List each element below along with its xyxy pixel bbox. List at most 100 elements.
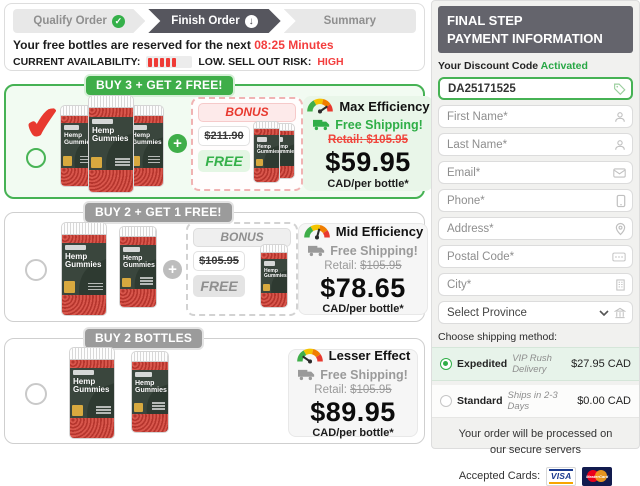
shipping-name: Standard — [457, 395, 503, 408]
building-icon — [615, 279, 626, 291]
risk-text: LOW. SELL OUT RISK: — [198, 56, 312, 68]
offer-radio-unselected[interactable] — [17, 363, 59, 423]
countdown-timer: 08:25 Minutes — [254, 38, 334, 52]
reservation-timer-line: Your free bottles are reserved for the n… — [13, 38, 416, 52]
radio-circle — [25, 259, 47, 281]
product-image-3-bottles: Hemp Gummies Hemp Gummies Hemp Gummies — [60, 93, 164, 195]
final-step-title: FINAL STEP — [447, 13, 523, 28]
offer-price-panel: Mid Efficiency Free Shipping! Retail: $1… — [298, 223, 428, 315]
shipping-detail: VIP Rush Delivery — [512, 353, 552, 376]
accepted-cards-row: Accepted Cards: VISA MasterCard — [438, 466, 633, 486]
city-input[interactable] — [438, 273, 633, 297]
step-label: Finish Order — [171, 15, 240, 27]
tier-label: Max Efficiency — [339, 98, 430, 114]
radio-unselected — [440, 395, 452, 408]
truck-icon — [313, 120, 330, 131]
envelope-icon — [613, 167, 626, 178]
availability-line: CURRENT AVAILABILITY: LOW. SELL OUT RISK… — [13, 56, 416, 68]
bonus-product-image-2-bottles: Hemp Gummies Hemp Gummies — [253, 120, 296, 185]
free-shipping-label: Free Shipping! — [320, 367, 408, 382]
phone-input[interactable] — [438, 189, 633, 213]
first-name-input[interactable] — [438, 105, 633, 129]
step-summary[interactable]: Summary — [283, 9, 416, 33]
offer-price: $78.65 — [320, 272, 406, 303]
bonus-title: BONUS — [198, 102, 296, 122]
province-select-value: Select Province — [447, 306, 527, 319]
radio-circle — [26, 147, 46, 168]
payment-info-title: PAYMENT INFORMATION — [447, 30, 603, 46]
address-field — [438, 217, 633, 241]
bonus-title: BONUS — [193, 228, 291, 247]
shipping-name: Expedited — [457, 358, 508, 371]
price-unit: CAD/per bottle* — [327, 177, 409, 190]
reserve-text: Your free bottles are reserved for the n… — [13, 38, 251, 52]
offer-badge: BUY 2 + GET 1 FREE! — [85, 203, 232, 222]
truck-icon — [298, 369, 315, 380]
bonus-free-label: FREE — [193, 275, 245, 297]
discount-code-label: Your Discount Code Activated — [438, 60, 588, 73]
accepted-cards-label: Accepted Cards: — [458, 470, 541, 483]
shipping-method-title: Choose shipping method: — [438, 331, 558, 344]
shipping-option-standard[interactable]: Standard Ships in 2-3 Days $0.00 CAD — [432, 385, 639, 419]
retail-price-line: Retail: $105.95 — [314, 383, 392, 396]
offer-radio-unselected[interactable] — [17, 239, 59, 299]
shipping-detail: Ships in 2-3 Days — [507, 390, 558, 413]
red-check-icon: ✔ — [21, 96, 64, 150]
address-input[interactable] — [438, 217, 633, 241]
availability-label: CURRENT AVAILABILITY: — [13, 56, 141, 68]
bonus-product-image-1-bottle: Hemp Gummies — [248, 244, 291, 310]
tier-label: Mid Efficiency — [335, 224, 424, 240]
arrow-down-circle-icon: ↓ — [245, 15, 258, 28]
bonus-old-price: $105.95 — [193, 251, 245, 271]
product-image-2-bottles: Hemp Gummies Hemp Gummies — [59, 220, 159, 318]
offer-price: $89.95 — [310, 396, 396, 427]
step-label: Qualify Order — [33, 15, 107, 27]
offer-price-panel: Lesser Effect Free Shipping! Retail: $10… — [288, 348, 418, 439]
offer-buy2-bottles[interactable]: BUY 2 BOTTLES Hemp Gummies Hemp Gummies — [4, 329, 425, 444]
plus-icon: + — [168, 134, 187, 153]
shipping-option-expedited[interactable]: Expedited VIP Rush Delivery $27.95 CAD — [432, 347, 639, 382]
shipping-price: $27.95 CAD — [571, 358, 631, 371]
bonus-free-label: FREE — [198, 149, 250, 172]
province-select[interactable]: Select Province — [438, 301, 633, 325]
product-image-2-bottles: Hemp Gummies Hemp Gummies — [65, 345, 173, 441]
shipping-price: $0.00 CAD — [577, 395, 631, 408]
efficiency-gauge-icon — [303, 224, 330, 240]
tag-icon — [613, 82, 626, 95]
discount-code-input[interactable] — [438, 77, 633, 101]
bonus-box: BONUS $105.95 FREE Hemp Gummies — [186, 222, 298, 316]
last-name-input[interactable] — [438, 133, 633, 157]
offer-badge: BUY 3 + GET 2 FREE! — [86, 76, 233, 95]
progress-steps: Qualify Order ✓ Finish Order ↓ Summary — [13, 9, 416, 33]
offer-buy2-get1[interactable]: BUY 2 + GET 1 FREE! Hemp Gummies Hemp Gu… — [4, 203, 428, 322]
person-icon — [614, 139, 626, 151]
radio-circle — [25, 383, 47, 405]
last-name-field — [438, 133, 633, 157]
offer-radio-selected[interactable]: ✔ — [18, 97, 63, 174]
price-unit: CAD/per bottle* — [322, 303, 404, 316]
offers-column: Qualify Order ✓ Finish Order ↓ Summary Y… — [4, 3, 433, 444]
retail-price-line: Retail: $105.95 — [324, 259, 402, 272]
mastercard-icon: MasterCard — [582, 466, 613, 486]
person-icon — [614, 111, 626, 123]
offer-buy3-get2[interactable]: BUY 3 + GET 2 FREE! ✔ Hemp Gummies Hemp … — [4, 76, 433, 199]
email-input[interactable] — [438, 161, 633, 185]
truck-icon — [308, 245, 325, 256]
step-qualify-order[interactable]: Qualify Order ✓ — [13, 9, 145, 33]
efficiency-gauge-icon — [296, 348, 323, 364]
chevron-down-icon — [599, 310, 609, 316]
availability-meter — [146, 56, 193, 68]
offer-price-panel: Max Efficiency Free Shipping! Retail: $1… — [303, 96, 433, 191]
step-finish-order[interactable]: Finish Order ↓ — [148, 9, 280, 33]
check-circle-icon: ✓ — [112, 15, 125, 28]
secure-server-note: Your order will be processed on our secu… — [458, 428, 613, 457]
postal-code-field — [438, 245, 633, 269]
columns-icon — [614, 307, 626, 319]
province-field: Select Province — [438, 301, 633, 325]
plus-icon: + — [163, 259, 182, 279]
bonus-box: BONUS $211.90 FREE Hemp Gummies — [191, 96, 303, 191]
bonus-old-price: $211.90 — [198, 125, 250, 146]
step-label: Summary — [323, 15, 377, 27]
postal-code-input[interactable] — [438, 245, 633, 269]
risk-level: HIGH — [317, 56, 344, 68]
